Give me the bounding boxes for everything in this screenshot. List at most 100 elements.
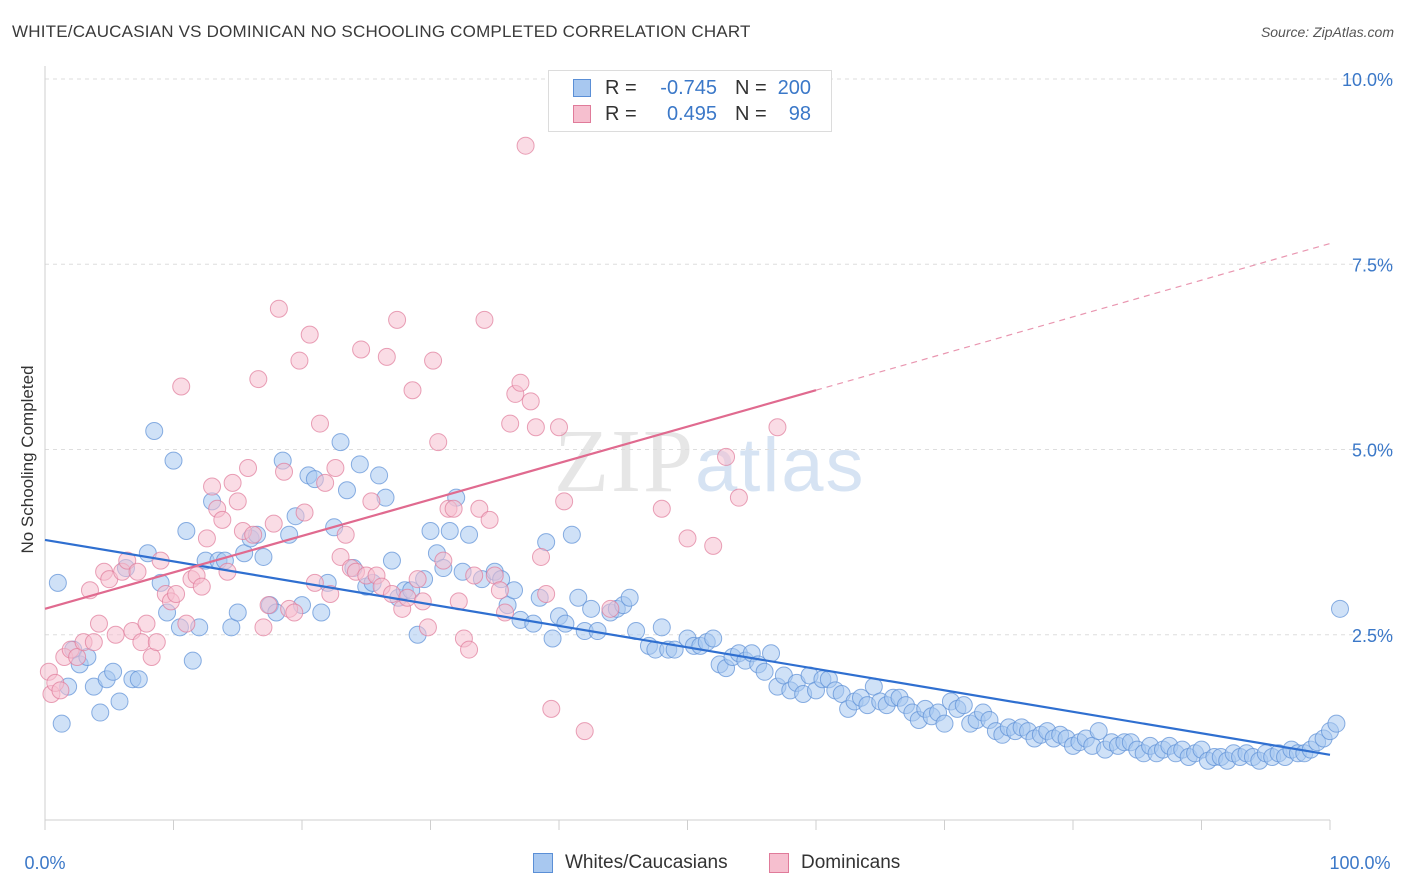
point-dominicans [352, 340, 371, 359]
point-whites [562, 525, 581, 544]
point-dominicans [132, 633, 151, 652]
y-tick-label: 7.5% [1352, 255, 1393, 275]
point-whites [177, 522, 196, 541]
legend-row-dominicans: R = 0.495 N = 98 [573, 101, 811, 127]
trend-line-whites [44, 538, 1331, 756]
point-dominicans [147, 633, 166, 652]
point-dominicans [167, 584, 186, 603]
correlation-legend: R = -0.745 N = 200 R = 0.495 N = 98 [548, 70, 832, 132]
point-dominicans [501, 414, 520, 433]
point-dominicans [444, 499, 463, 518]
point-dominicans [290, 351, 309, 370]
point-dominicans [377, 347, 396, 366]
point-dominicans [362, 492, 381, 511]
point-dominicans [321, 584, 340, 603]
n-label: N = [735, 102, 767, 125]
point-whites [543, 629, 562, 648]
legend-swatch-whites [573, 79, 591, 97]
point-dominicans [239, 459, 258, 478]
point-dominicans [275, 462, 294, 481]
legend-swatch-dominicans [769, 853, 789, 873]
y-tick-label: 2.5% [1352, 626, 1393, 646]
point-dominicans [729, 488, 748, 507]
point-dominicans [516, 136, 535, 155]
point-dominicans [542, 699, 561, 718]
point-dominicans [223, 473, 242, 492]
legend-item-dominicans[interactable]: Dominicans [769, 852, 900, 874]
chart-title: WHITE/CAUCASIAN VS DOMINICAN NO SCHOOLIN… [12, 22, 751, 41]
point-dominicans [717, 447, 736, 466]
y-tick-label: 10.0% [1342, 70, 1393, 90]
point-dominicans [244, 525, 263, 544]
point-whites [569, 588, 588, 607]
point-whites [350, 455, 369, 474]
point-whites [370, 466, 389, 485]
point-whites [1331, 599, 1349, 618]
point-whites [382, 551, 401, 570]
point-dominicans [532, 547, 551, 566]
point-dominicans [295, 503, 314, 522]
point-whites [91, 703, 110, 722]
point-dominicans [537, 584, 556, 603]
point-whites [312, 603, 331, 622]
point-whites [440, 522, 459, 541]
y-tick-label: 5.0% [1352, 441, 1393, 461]
point-dominicans [285, 603, 304, 622]
point-dominicans [465, 566, 484, 585]
trend-line-dominicans [44, 389, 817, 610]
point-dominicans [403, 381, 422, 400]
watermark-zip: ZIP [554, 412, 695, 511]
point-whites [228, 603, 247, 622]
point-dominicans [68, 647, 87, 666]
point-dominicans [192, 577, 211, 596]
point-dominicans [228, 492, 247, 511]
trend-extension-dominicans [815, 242, 1331, 391]
point-whites [183, 651, 202, 670]
point-dominicans [89, 614, 108, 633]
point-whites [164, 451, 183, 470]
point-dominicans [137, 614, 156, 633]
legend-item-whites[interactable]: Whites/Caucasians [533, 852, 728, 874]
point-dominicans [418, 618, 437, 637]
y-axis-label: No Schooling Completed [18, 365, 37, 553]
point-whites [652, 618, 671, 637]
point-dominicans [601, 599, 620, 618]
point-whites [222, 618, 241, 637]
n-label: N = [735, 76, 767, 99]
point-whites [110, 692, 129, 711]
point-whites [48, 573, 67, 592]
point-whites [331, 433, 350, 452]
point-dominicans [254, 618, 273, 637]
point-dominicans [652, 499, 671, 518]
r-value: 0.495 [666, 102, 717, 125]
point-dominicans [118, 551, 137, 570]
point-dominicans [177, 614, 196, 633]
watermark: ZIPatlas [554, 410, 866, 513]
legend-label-dominicans: Dominicans [801, 852, 901, 873]
point-dominicans [316, 473, 335, 492]
n-value: 200 [777, 76, 811, 99]
point-dominicans [269, 299, 288, 318]
point-dominicans [326, 459, 345, 478]
point-dominicans [490, 581, 509, 600]
point-dominicans [213, 510, 232, 529]
legend-swatch-whites [533, 853, 553, 873]
point-whites [556, 614, 575, 633]
point-whites [935, 714, 954, 733]
point-dominicans [768, 418, 787, 437]
point-whites [145, 421, 164, 440]
point-dominicans [305, 573, 324, 592]
point-dominicans [300, 325, 319, 344]
point-whites [421, 522, 440, 541]
point-dominicans [408, 570, 427, 589]
point-dominicans [203, 477, 222, 496]
watermark-atlas: atlas [695, 423, 866, 508]
point-dominicans [704, 536, 723, 555]
series-legend: Whites/Caucasians Dominicans [0, 852, 1406, 878]
x-tick-label: 0.0% [24, 853, 65, 873]
point-whites [755, 662, 774, 681]
point-dominicans [475, 310, 494, 329]
point-dominicans [429, 433, 448, 452]
legend-row-whites: R = -0.745 N = 200 [573, 75, 811, 101]
point-dominicans [480, 510, 499, 529]
